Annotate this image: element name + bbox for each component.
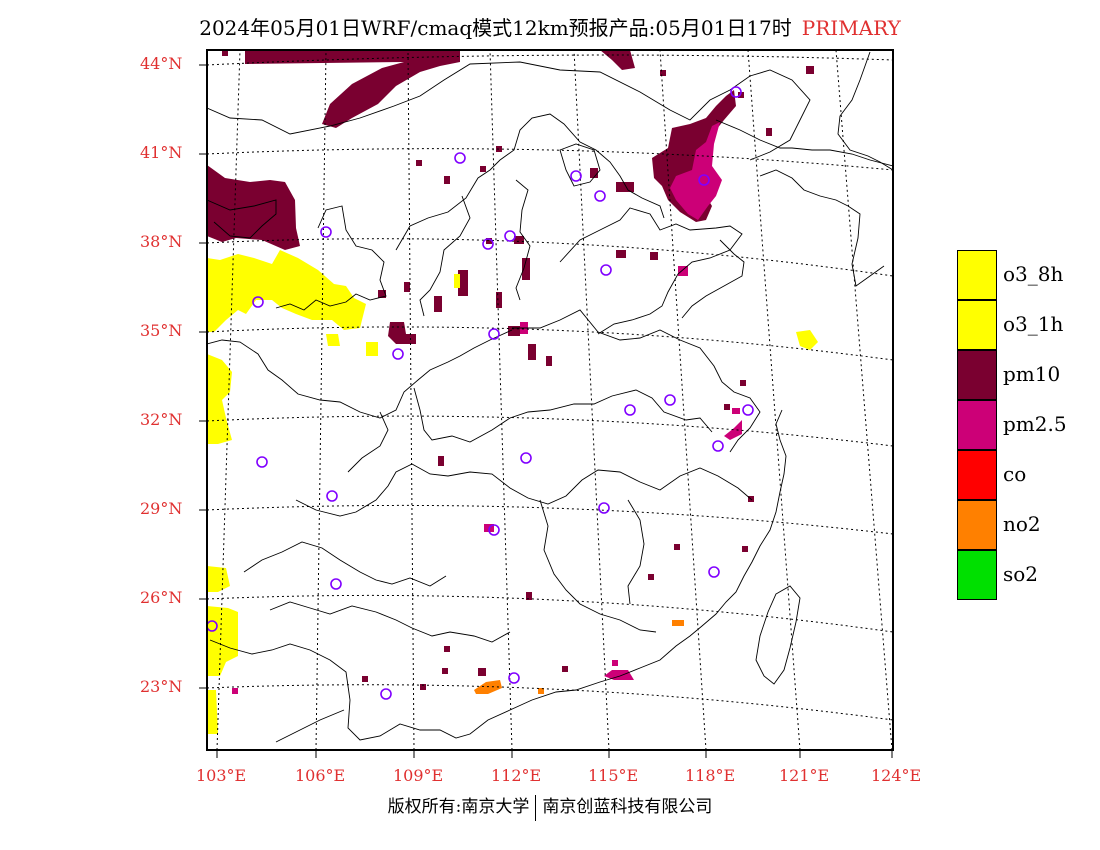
- legend-label: co: [1003, 462, 1027, 486]
- lat-label-38: 38°N: [140, 232, 183, 251]
- legend-swatch: [957, 450, 997, 500]
- title-tag: PRIMARY: [801, 16, 901, 40]
- legend-item-no2: no2: [957, 500, 1097, 550]
- lat-label-41: 41°N: [140, 143, 183, 162]
- copyright-left: 版权所有:南京大学: [387, 797, 530, 817]
- no2-areas: [474, 620, 684, 694]
- legend-swatch: [957, 500, 997, 550]
- title-main: 2024年05月01日WRF/cmaq模式12km预报产品:05月01日17时: [199, 16, 792, 40]
- legend-item-co: co: [957, 450, 1097, 500]
- legend-label: o3_8h: [1003, 262, 1064, 286]
- legend-swatch: [957, 350, 997, 400]
- legend-item-o3-8h: o3_8h: [957, 250, 1097, 300]
- axis-ticks: [199, 64, 893, 758]
- monitoring-sites: [207, 86, 754, 700]
- lon-label-115: 115°E: [588, 766, 639, 785]
- legend-swatch: [957, 550, 997, 600]
- boundaries: [207, 51, 893, 743]
- legend-swatch: [957, 250, 997, 300]
- legend-item-so2: so2: [957, 550, 1097, 600]
- lon-label-103: 103°E: [196, 766, 247, 785]
- o3-areas: [207, 250, 818, 734]
- legend-label: o3_1h: [1003, 312, 1064, 336]
- page-title: 2024年05月01日WRF/cmaq模式12km预报产品:05月01日17时 P…: [0, 12, 1100, 41]
- legend-swatch: [957, 300, 997, 350]
- graticule: [207, 50, 893, 750]
- footer-separator: [535, 794, 537, 821]
- lat-label-23: 23°N: [140, 677, 183, 696]
- lon-label-118: 118°E: [685, 766, 736, 785]
- copyright-footer: 版权所有:南京大学 南京创蓝科技有限公司: [0, 792, 1100, 821]
- legend-label: so2: [1003, 562, 1039, 586]
- map-frame: [206, 49, 894, 751]
- legend-label: pm2.5: [1003, 412, 1067, 436]
- legend-item-pm10: pm10: [957, 350, 1097, 400]
- lon-label-121: 121°E: [779, 766, 830, 785]
- lat-label-32: 32°N: [140, 410, 183, 429]
- lat-label-35: 35°N: [140, 321, 183, 340]
- lon-label-109: 109°E: [393, 766, 444, 785]
- lon-label-106: 106°E: [295, 766, 346, 785]
- copyright-right: 南京创蓝科技有限公司: [542, 797, 713, 817]
- legend-item-o3-1h: o3_1h: [957, 300, 1097, 350]
- lon-label-124: 124°E: [871, 766, 922, 785]
- lon-label-112: 112°E: [491, 766, 542, 785]
- legend-item-pm25: pm2.5: [957, 400, 1097, 450]
- legend-label: no2: [1003, 512, 1041, 536]
- lat-label-44: 44°N: [140, 54, 183, 73]
- lat-label-26: 26°N: [140, 588, 183, 607]
- lat-label-29: 29°N: [140, 499, 183, 518]
- legend-swatch: [957, 400, 997, 450]
- pm25-areas: [232, 122, 742, 694]
- legend-label: pm10: [1003, 362, 1061, 386]
- pm10-areas: [207, 50, 814, 690]
